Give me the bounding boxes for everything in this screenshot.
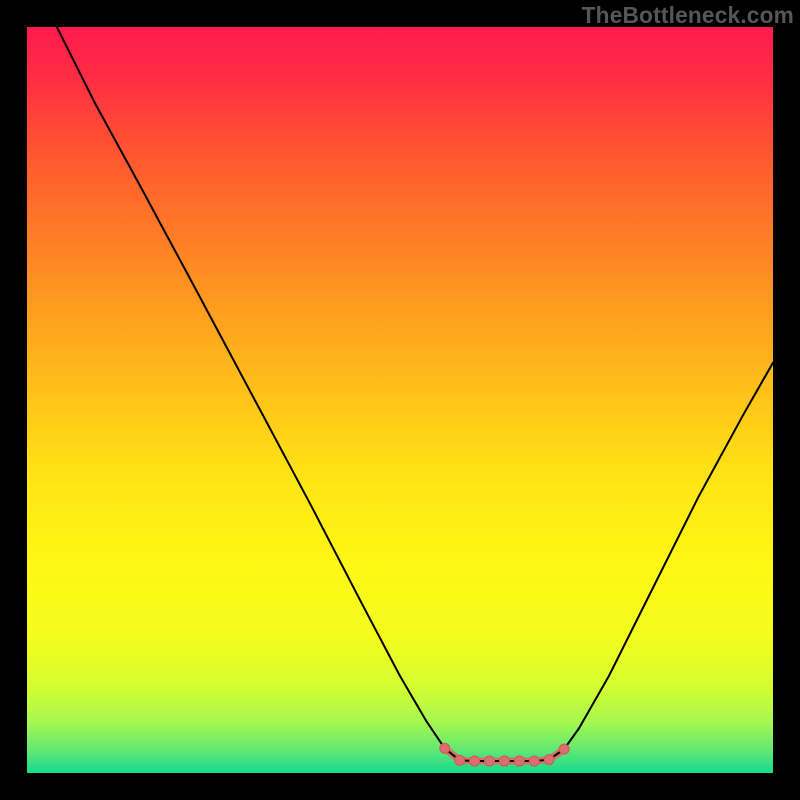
plot-background xyxy=(27,27,773,773)
marker-dot xyxy=(529,756,539,766)
chart-frame: TheBottleneck.com xyxy=(0,0,800,800)
marker-dot xyxy=(470,756,480,766)
border-left xyxy=(0,0,27,800)
marker-dot xyxy=(544,755,554,765)
marker-dot xyxy=(514,756,524,766)
bottleneck-chart xyxy=(0,0,800,800)
border-right xyxy=(773,0,800,800)
marker-dot xyxy=(559,744,569,754)
marker-dot xyxy=(440,743,450,753)
watermark-text: TheBottleneck.com xyxy=(582,2,794,29)
border-bottom xyxy=(0,773,800,800)
marker-dot xyxy=(485,756,495,766)
marker-dot xyxy=(499,756,509,766)
marker-dot xyxy=(455,755,465,765)
